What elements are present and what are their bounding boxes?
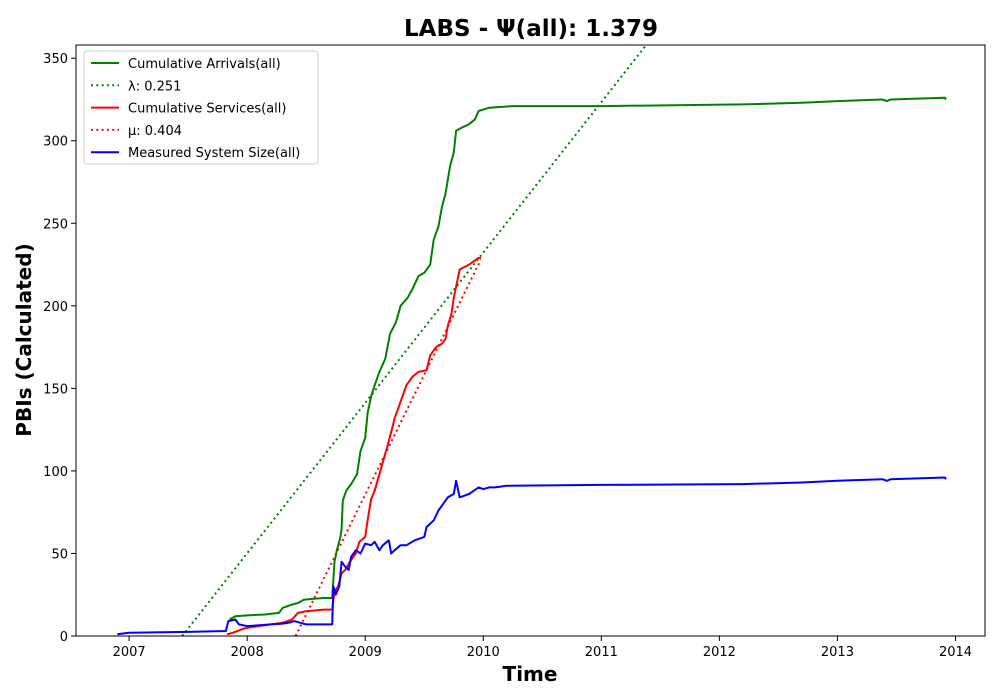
x-tick-label: 2010 bbox=[467, 645, 500, 660]
legend-label: Cumulative Arrivals(all) bbox=[128, 57, 281, 72]
axes-frame bbox=[75, 44, 986, 637]
legend-box bbox=[83, 50, 319, 165]
y-tick-label: 300 bbox=[43, 135, 68, 150]
series-4-line bbox=[117, 476, 947, 636]
series-1-line bbox=[181, 45, 647, 636]
y-tick-label: 150 bbox=[43, 382, 68, 397]
x-tick-label: 2014 bbox=[939, 645, 972, 660]
x-axis-title: Time bbox=[503, 662, 558, 686]
x-tick-label: 2011 bbox=[585, 645, 618, 660]
legend-label: λ: 0.251 bbox=[128, 79, 181, 94]
y-tick-label: 250 bbox=[43, 217, 68, 232]
y-tick-label: 200 bbox=[43, 300, 68, 315]
y-tick-label: 350 bbox=[43, 52, 68, 67]
y-tick-label: 50 bbox=[51, 547, 68, 562]
y-axis: 0 50 100 150 200 250 300 350 bbox=[43, 52, 76, 645]
x-axis: 2007 2008 2009 2010 2011 2012 2013 2014 bbox=[113, 636, 972, 660]
series-0-line bbox=[229, 96, 947, 621]
y-axis-title: PBIs (Calculated) bbox=[12, 243, 36, 436]
legend-label: Cumulative Services(all) bbox=[128, 102, 286, 117]
plot-area bbox=[117, 45, 947, 636]
series-2-line bbox=[226, 257, 481, 636]
x-tick-label: 2008 bbox=[231, 645, 264, 660]
x-tick-label: 2009 bbox=[349, 645, 382, 660]
legend: Cumulative Arrivals(all) λ: 0.251 Cumulati… bbox=[83, 50, 319, 165]
y-tick-label: 100 bbox=[43, 465, 68, 480]
series-3-line bbox=[294, 259, 482, 636]
x-tick-label: 2012 bbox=[703, 645, 736, 660]
y-tick-label: 0 bbox=[60, 630, 68, 645]
x-tick-label: 2007 bbox=[113, 645, 146, 660]
chart-title: LABS - Ψ(all): 1.379 bbox=[404, 16, 658, 42]
legend-label: μ: 0.404 bbox=[128, 124, 182, 139]
legend-label: Measured System Size(all) bbox=[128, 146, 300, 161]
x-tick-label: 2013 bbox=[821, 645, 854, 660]
